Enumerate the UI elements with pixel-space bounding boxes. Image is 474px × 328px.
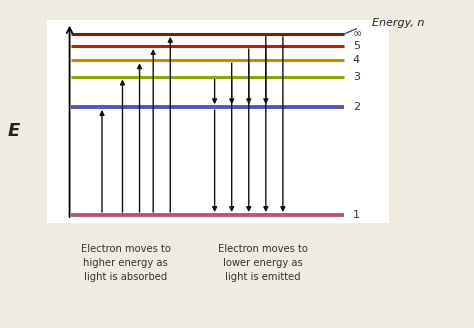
- Text: Energy, n: Energy, n: [372, 18, 424, 28]
- Text: 1: 1: [353, 210, 360, 220]
- Text: 3: 3: [353, 72, 360, 82]
- Text: 2: 2: [353, 102, 360, 112]
- Text: Electron moves to
higher energy as
light is absorbed: Electron moves to higher energy as light…: [81, 244, 171, 281]
- Text: 5: 5: [353, 41, 360, 51]
- Text: Electron moves to
lower energy as
light is emitted: Electron moves to lower energy as light …: [218, 244, 308, 281]
- Text: 4: 4: [353, 55, 360, 65]
- Text: E: E: [8, 122, 20, 140]
- Text: ∞: ∞: [353, 29, 362, 39]
